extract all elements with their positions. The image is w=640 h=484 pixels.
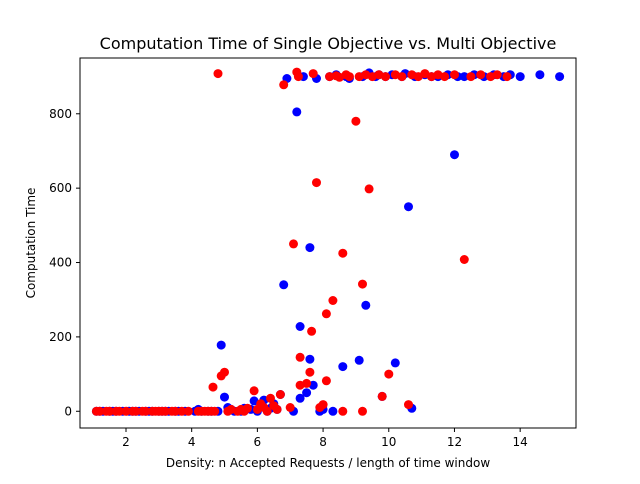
plot-frame (79, 57, 577, 429)
data-point (515, 72, 525, 82)
data-point (210, 406, 220, 416)
data-point (364, 184, 374, 194)
data-point (308, 69, 318, 79)
data-point (476, 70, 486, 80)
y-tick-label: 400 (49, 256, 72, 270)
data-point (397, 72, 407, 82)
data-point (358, 279, 367, 289)
data-point (361, 300, 371, 310)
data-point (466, 72, 476, 82)
data-point (459, 72, 469, 82)
data-point (262, 406, 272, 416)
data-point (293, 72, 303, 82)
data-point (305, 354, 315, 364)
y-axis: 0 200 400 600 800 (49, 107, 80, 418)
data-point (377, 391, 387, 401)
data-point (279, 280, 289, 290)
data-point (492, 70, 502, 80)
data-point (307, 326, 317, 336)
data-point (358, 406, 367, 416)
data-point (381, 72, 390, 82)
data-point (243, 403, 252, 413)
x-tick-label: 4 (188, 435, 196, 449)
data-point (208, 382, 218, 392)
points-layer (91, 67, 565, 416)
x-axis-label: Density: n Accepted Requests / length of… (166, 456, 490, 470)
data-point (390, 358, 400, 368)
data-point (344, 72, 354, 82)
data-point (450, 70, 459, 80)
data-point (535, 70, 545, 80)
data-point (328, 296, 338, 305)
data-point (555, 72, 565, 82)
data-point (338, 362, 348, 372)
data-point (404, 400, 413, 410)
data-point (328, 406, 338, 416)
data-point (450, 150, 459, 160)
data-point (302, 378, 312, 388)
data-point (440, 72, 450, 82)
data-point (266, 393, 275, 403)
data-point (131, 406, 141, 416)
data-point (272, 404, 282, 414)
data-point (305, 367, 315, 377)
data-point (354, 355, 364, 365)
data-point (502, 72, 512, 82)
data-point (170, 406, 180, 416)
data-point (275, 390, 285, 399)
data-point (318, 400, 328, 410)
data-point (351, 116, 361, 126)
data-point (338, 248, 348, 258)
data-point (321, 309, 331, 319)
data-point (295, 322, 305, 331)
data-point (279, 80, 289, 90)
data-point (285, 403, 295, 412)
data-point (114, 406, 124, 416)
data-point (321, 376, 331, 386)
data-point (459, 255, 469, 264)
y-axis-label: Computation Time (24, 188, 38, 299)
data-point (121, 406, 131, 416)
data-point (338, 406, 348, 416)
data-point (302, 388, 312, 398)
data-point (95, 406, 105, 416)
x-tick-label: 6 (254, 435, 262, 449)
data-point (220, 367, 229, 377)
x-tick-label: 10 (381, 435, 396, 449)
x-axis: 2 4 6 8 10 12 14 (122, 428, 528, 449)
data-point (141, 406, 151, 416)
x-tick-label: 12 (447, 435, 462, 449)
x-tick-label: 8 (319, 435, 327, 449)
data-point (105, 406, 115, 416)
data-point (160, 406, 170, 416)
x-tick-label: 14 (513, 435, 528, 449)
data-point (220, 392, 229, 402)
data-point (305, 243, 315, 253)
data-point (384, 369, 394, 379)
data-point (289, 239, 298, 249)
y-tick-label: 0 (64, 404, 72, 418)
data-point (312, 178, 321, 188)
data-point (216, 340, 226, 350)
data-point (295, 393, 305, 403)
data-point (183, 406, 193, 416)
data-point (177, 406, 187, 416)
data-point (292, 107, 302, 117)
data-point (213, 69, 223, 79)
x-tick-label: 2 (122, 435, 130, 449)
data-point (249, 386, 259, 396)
y-tick-label: 800 (49, 107, 72, 121)
data-point (325, 72, 335, 82)
y-tick-label: 600 (49, 181, 72, 195)
chart-title: Computation Time of Single Objective vs.… (100, 34, 557, 53)
y-tick-label: 200 (49, 330, 72, 344)
data-point (404, 202, 413, 212)
data-point (295, 352, 305, 362)
